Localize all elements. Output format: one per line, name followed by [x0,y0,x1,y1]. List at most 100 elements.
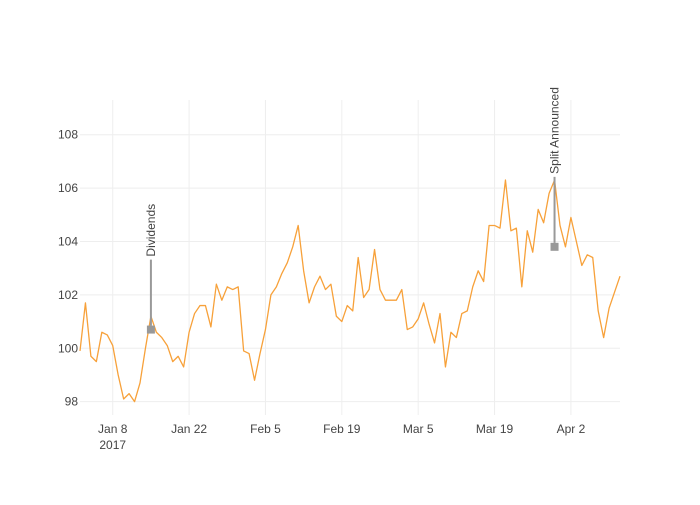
data-point [258,352,261,355]
data-point [182,365,185,368]
data-point [357,256,360,259]
annotation-label: Split Announced [548,87,562,174]
data-point [487,224,490,227]
x-tick-label: Jan 22 [171,422,207,436]
data-point [226,285,229,288]
data-point [460,312,463,315]
data-point [526,229,529,232]
data-point [106,333,109,336]
annotation-label: Dividends [144,204,158,257]
data-point [220,299,223,302]
data-point [493,224,496,227]
data-point [155,331,158,334]
data-point [122,397,125,400]
x-tick-sublabel: 2017 [99,438,126,452]
y-tick-label: 102 [58,288,78,302]
data-point [204,304,207,307]
data-point [362,296,365,299]
data-point [395,299,398,302]
data-point [237,285,240,288]
data-point [84,301,87,304]
data-point [231,288,234,291]
data-point [378,288,381,291]
data-point [307,301,310,304]
data-point [275,285,278,288]
axes: 98 100 102 104 106 108 Jan 8 2017 Jan 22 Feb 5 Feb… [58,128,586,452]
data-point [520,285,523,288]
x-tick-label: Jan 8 [98,422,128,436]
data-point [422,301,425,304]
data-point [177,355,180,358]
data-point [466,309,469,312]
data-point [78,349,81,352]
data-point [89,355,92,358]
series-layer [78,179,621,403]
data-point [187,331,190,334]
data-point [286,261,289,264]
data-point [586,253,589,256]
data-point [575,240,578,243]
data-point [597,309,600,312]
data-point [542,221,545,224]
y-tick-label: 104 [58,234,78,248]
data-point [367,288,370,291]
data-point [291,245,294,248]
data-point [591,256,594,259]
data-point [613,291,616,294]
data-point [433,341,436,344]
data-point [482,280,485,283]
x-tick-label: Feb 5 [250,422,281,436]
data-point [427,323,430,326]
series-line [79,179,621,403]
data-point [411,325,414,328]
data-point [384,299,387,302]
data-point [313,285,316,288]
data-point [346,304,349,307]
data-point [215,283,218,286]
data-point [564,245,567,248]
data-point [449,331,452,334]
y-tick-label: 100 [58,341,78,355]
data-point [117,373,120,376]
annotation-marker [146,325,155,334]
data-point [171,360,174,363]
data-point [477,269,480,272]
data-point [602,336,605,339]
data-point [100,331,103,334]
annotation-marker [550,242,559,251]
data-point [335,315,338,318]
data-point [127,392,130,395]
data-point [264,328,267,331]
annotation: Dividends [144,204,158,334]
data-point [280,272,283,275]
data-point [438,312,441,315]
data-point [351,309,354,312]
data-point [133,400,136,403]
data-point [329,283,332,286]
data-point [471,285,474,288]
data-point [209,325,212,328]
data-point [558,224,561,227]
data-point [193,312,196,315]
data-point [537,208,540,211]
x-tick-label: Feb 19 [323,422,361,436]
data-point [269,293,272,296]
data-point [580,264,583,267]
data-point [144,347,147,350]
data-point [417,317,420,320]
data-point [389,299,392,302]
y-tick-label: 108 [58,128,78,142]
data-point [302,269,305,272]
data-point [455,336,458,339]
data-point [498,227,501,230]
data-point [318,275,321,278]
data-point [111,344,114,347]
data-point [95,360,98,363]
data-point [547,192,550,195]
data-point [160,336,163,339]
annotation: Split Announced [548,87,562,251]
data-point [138,381,141,384]
data-point [406,328,409,331]
